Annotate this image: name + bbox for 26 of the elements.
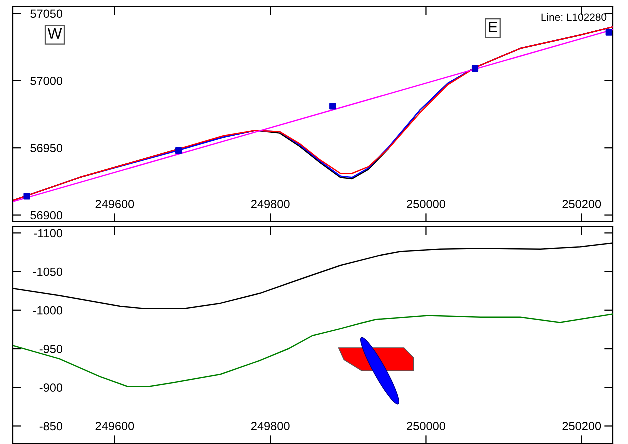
x-tick-label: 249800 xyxy=(251,422,290,430)
point xyxy=(472,66,479,72)
x-tick-label: 249600 xyxy=(96,422,134,430)
y-tick-label: -950 xyxy=(40,345,63,354)
point xyxy=(175,147,182,154)
point xyxy=(24,193,30,200)
x-tick-label: 249600 xyxy=(96,200,134,208)
annotation: W xyxy=(48,28,62,39)
point xyxy=(606,29,612,36)
y-tick-label: -850 xyxy=(40,422,63,431)
point xyxy=(330,103,336,110)
y-tick-label: 56950 xyxy=(30,144,63,152)
annotation: Line: L102280 xyxy=(542,13,607,22)
y-tick-label: 56900 xyxy=(30,211,63,220)
x-tick-label: 249800 xyxy=(251,200,290,208)
y-tick-label: -900 xyxy=(40,384,63,392)
x-tick-label: 250000 xyxy=(407,200,446,208)
annotation: E xyxy=(489,22,498,32)
y-tick-label: -1100 xyxy=(34,229,63,238)
y-tick-label: -1000 xyxy=(33,306,63,315)
x-tick-label: 250000 xyxy=(407,422,446,430)
x-tick-label: 250200 xyxy=(562,422,602,430)
y-tick-label: 57050 xyxy=(30,10,63,18)
x-tick-label: 250200 xyxy=(562,200,602,208)
y-tick-label: 57000 xyxy=(30,76,63,86)
y-tick-label: -1050 xyxy=(33,268,63,276)
